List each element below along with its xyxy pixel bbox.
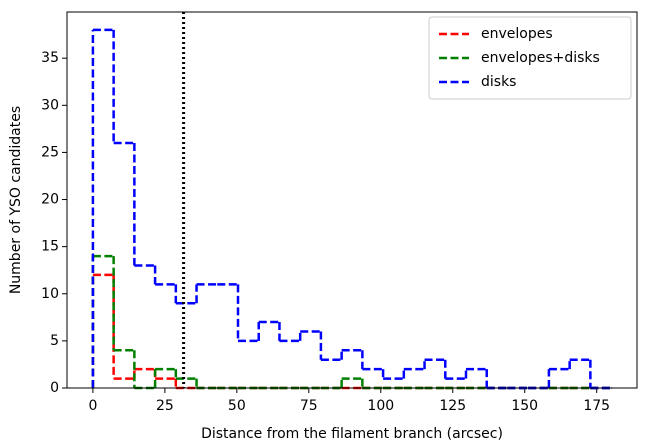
y-tick-label: 20 <box>41 192 59 208</box>
y-tick-label: 15 <box>41 239 59 255</box>
y-tick-label: 30 <box>41 97 59 113</box>
y-tick-label: 5 <box>50 333 59 349</box>
y-tick-label: 0 <box>50 380 59 396</box>
legend-label: envelopes <box>481 26 553 42</box>
y-axis-label: Number of YSO candidates <box>8 106 24 294</box>
x-tick-label: 50 <box>228 398 246 414</box>
legend-label: disks <box>481 74 516 90</box>
legend-box <box>428 16 632 100</box>
x-tick-label: 0 <box>88 398 97 414</box>
plot-frame <box>66 11 638 389</box>
x-tick-label: 100 <box>367 398 394 414</box>
x-axis-label: Distance from the filament branch (arcse… <box>201 426 503 442</box>
x-tick-label: 125 <box>439 398 466 414</box>
y-tick-label: 10 <box>41 286 59 302</box>
x-tick-label: 25 <box>156 398 174 414</box>
x-tick-label: 75 <box>300 398 318 414</box>
y-tick-label: 25 <box>41 144 59 160</box>
x-tick-label: 175 <box>583 398 610 414</box>
y-tick-label: 35 <box>41 50 59 66</box>
legend-label: envelopes+disks <box>481 50 600 66</box>
x-tick-label: 150 <box>511 398 538 414</box>
